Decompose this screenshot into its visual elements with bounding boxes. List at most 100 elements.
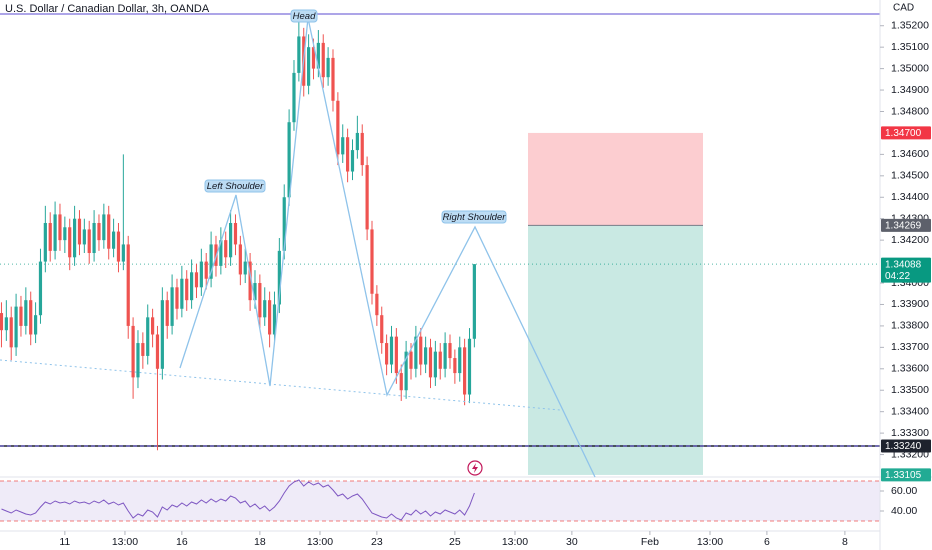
price-tag xyxy=(881,257,931,283)
candle-body xyxy=(19,306,23,326)
candle-body xyxy=(277,250,281,305)
y-tick-label: 1.34900 xyxy=(891,84,929,96)
event-icon-glyph xyxy=(472,463,478,473)
candle-body xyxy=(150,317,155,335)
candle-body xyxy=(82,229,86,245)
candle-body xyxy=(24,300,28,326)
candle-body xyxy=(248,261,252,301)
candle-body xyxy=(53,214,57,251)
y-tick-label: 1.33400 xyxy=(891,405,929,417)
candle-body xyxy=(233,222,238,245)
candle-body xyxy=(263,300,267,318)
candle-body xyxy=(433,351,437,378)
candle-body xyxy=(355,132,359,151)
y-tick-label: 1.34200 xyxy=(891,234,929,246)
candle-body xyxy=(219,240,223,266)
candle-body xyxy=(268,300,272,335)
x-tick-label: 13:00 xyxy=(112,536,138,548)
background-layer xyxy=(0,132,880,522)
candle-body xyxy=(63,227,67,241)
annotation-box xyxy=(204,179,266,193)
candle-body xyxy=(209,244,213,279)
candle-body xyxy=(121,244,125,262)
candle-body xyxy=(307,47,311,86)
x-tick-label: 6 xyxy=(764,536,770,548)
candle-body xyxy=(14,306,18,348)
candle-body xyxy=(185,278,189,301)
price-tag-label: 1.33240 xyxy=(885,441,922,452)
candle-body xyxy=(136,343,140,378)
x-tick-label: 13:00 xyxy=(697,536,723,548)
candle-body xyxy=(458,347,462,374)
candle-body xyxy=(253,283,257,301)
axis-layer: 1.35200 1.35100 1.35000 1.34900 1.34800 1.346… xyxy=(59,20,931,548)
x-tick-label: 18 xyxy=(254,536,266,548)
candle-body xyxy=(190,272,194,301)
candle-body xyxy=(180,278,184,309)
candle-body xyxy=(380,315,384,344)
candle-body xyxy=(77,218,82,245)
x-tick-label: 11 xyxy=(59,536,70,548)
y-tick-label: 1.33500 xyxy=(891,384,929,396)
candle-body xyxy=(336,100,340,155)
candle-body xyxy=(311,47,316,69)
candle-body xyxy=(472,264,476,339)
candle-body xyxy=(9,317,13,348)
candle-body xyxy=(97,222,101,241)
candle-body xyxy=(258,283,262,318)
candle-body xyxy=(424,347,428,365)
rsi-panel xyxy=(0,477,880,531)
candle-body xyxy=(204,261,208,279)
candle-body xyxy=(341,137,345,155)
price-tag xyxy=(881,468,931,482)
candle-body xyxy=(453,358,457,374)
candle-body xyxy=(389,336,394,365)
chart-title: U.S. Dollar / Canadian Dollar, 3h, OANDA xyxy=(5,3,210,15)
candle-body xyxy=(29,300,33,335)
neckline xyxy=(0,359,561,411)
x-tick-label: 13:00 xyxy=(307,536,333,548)
candle-body xyxy=(194,272,199,288)
candle-body xyxy=(68,227,72,258)
x-tick-label: 23 xyxy=(371,536,383,548)
candle-body xyxy=(282,197,286,251)
annotation-box xyxy=(441,210,507,224)
candle-body xyxy=(131,325,135,378)
candle-body xyxy=(316,42,320,69)
candle-body xyxy=(360,132,364,166)
rsi-line xyxy=(1,479,475,521)
y-tick-label: 1.34400 xyxy=(891,191,929,203)
candle-body xyxy=(448,343,452,359)
candle-body xyxy=(346,137,350,172)
y-tick-label: 1.33600 xyxy=(891,363,929,375)
x-tick-label: 8 xyxy=(842,536,848,548)
candle-body xyxy=(111,231,116,249)
candle-body xyxy=(287,122,291,198)
candle-body xyxy=(33,315,38,335)
annotation: Head xyxy=(293,11,316,22)
stop-zone xyxy=(528,132,703,226)
candle-body xyxy=(38,261,43,316)
annotation-box xyxy=(290,9,318,23)
x-tick-label: 30 xyxy=(566,536,578,548)
y-tick-label: 1.35200 xyxy=(891,20,929,32)
candle-body xyxy=(443,343,447,369)
price-tag-label: 1.34269 xyxy=(885,220,922,231)
currency: CAD xyxy=(893,3,914,14)
target-zone xyxy=(528,225,703,475)
candle-body xyxy=(350,150,355,172)
candle-body xyxy=(58,214,62,241)
price-tag-label: 1.34700 xyxy=(885,128,922,139)
candle-body xyxy=(43,222,47,262)
candle-body xyxy=(394,336,398,374)
candle-body xyxy=(467,338,472,395)
candle-body xyxy=(438,351,442,369)
candle-body xyxy=(370,229,374,294)
y-tick-label: 1.35000 xyxy=(891,62,929,74)
price-tag-label: 1.34088 xyxy=(885,259,922,270)
price-tag xyxy=(881,439,931,453)
candle-body xyxy=(155,334,160,369)
candle-body xyxy=(404,351,408,391)
